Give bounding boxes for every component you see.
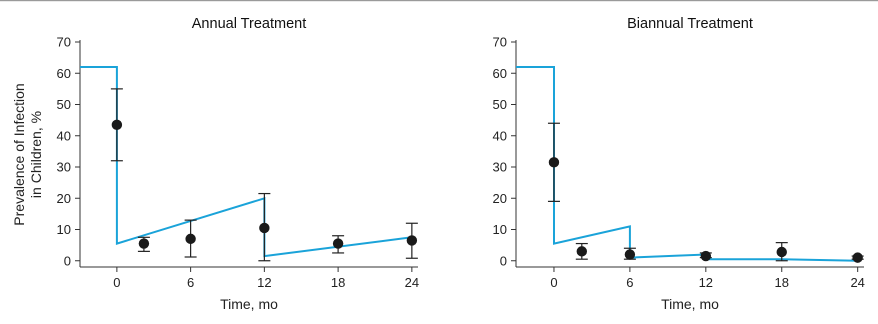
data-point xyxy=(852,252,863,263)
data-point xyxy=(548,157,560,168)
y-tick-label: 30 xyxy=(493,160,507,175)
y-tick-label: 50 xyxy=(57,97,71,112)
y-tick-label: 10 xyxy=(57,222,71,237)
data-point xyxy=(185,233,196,245)
x-tick-label: 18 xyxy=(331,275,345,290)
y-tick-label: 70 xyxy=(57,35,71,50)
data-point xyxy=(624,249,636,260)
x-tick-label: 24 xyxy=(850,275,864,290)
x-tick-label: 24 xyxy=(405,275,419,290)
data-point xyxy=(259,222,270,234)
data-point xyxy=(111,119,123,131)
data-point xyxy=(332,238,344,249)
model-line xyxy=(516,66,858,262)
data-point xyxy=(406,235,418,246)
y-tick-label: 10 xyxy=(493,222,507,237)
x-tick-label: 18 xyxy=(775,275,789,290)
x-axis-title: Time, mo xyxy=(661,296,719,312)
x-tick-label: 12 xyxy=(699,275,713,290)
data-point xyxy=(700,250,712,262)
data-point xyxy=(576,246,588,257)
x-tick-label: 0 xyxy=(113,275,120,290)
x-tick-label: 12 xyxy=(257,275,271,290)
y-tick-label: 0 xyxy=(500,253,507,268)
y-tick-label: 0 xyxy=(64,253,71,268)
y-axis-title-line: Prevalence of Infection xyxy=(11,83,27,225)
chart-panel-1: Annual Treatment 0 10 20 30 40 50 60 70 0 6 12 18 24 T… xyxy=(11,16,419,312)
figure-top-rule xyxy=(0,0,878,2)
x-axis-title: Time, mo xyxy=(220,296,278,312)
y-tick-label: 70 xyxy=(493,35,507,50)
model-line xyxy=(80,66,413,258)
y-tick-label: 60 xyxy=(493,66,507,81)
y-axis-title-line: in Children, % xyxy=(28,111,44,198)
x-tick-label: 6 xyxy=(626,275,633,290)
y-tick-label: 40 xyxy=(57,128,71,143)
chart-title: Annual Treatment xyxy=(192,16,306,32)
data-point xyxy=(138,238,150,249)
y-tick-label: 20 xyxy=(493,191,507,206)
chart-panel-2: Biannual Treatment 0 10 20 30 40 50 60 70 0 6 12 18 2… xyxy=(493,16,865,312)
y-tick-label: 60 xyxy=(57,66,71,81)
y-tick-label: 20 xyxy=(57,191,71,206)
x-tick-label: 6 xyxy=(187,275,194,290)
y-tick-label: 40 xyxy=(493,128,507,143)
data-point xyxy=(776,246,787,258)
x-tick-label: 0 xyxy=(550,275,557,290)
y-tick-label: 50 xyxy=(493,97,507,112)
y-tick-label: 30 xyxy=(57,160,71,175)
chart-title: Biannual Treatment xyxy=(627,16,753,32)
